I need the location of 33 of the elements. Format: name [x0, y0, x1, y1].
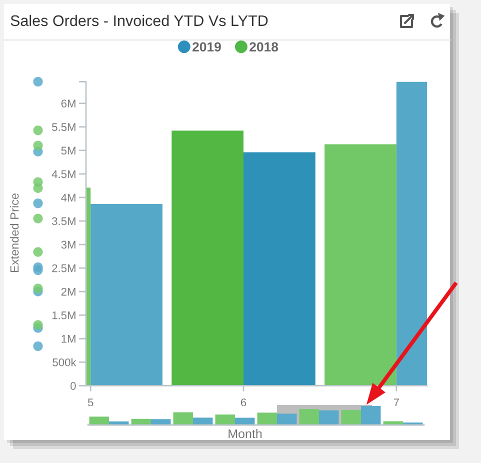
bar: [361, 406, 381, 425]
y-tick-label: 1M: [62, 335, 76, 343]
y-tick-label: 3M: [61, 240, 76, 249]
y-tick-label: 3.5M: [52, 217, 76, 226]
bar: [215, 414, 235, 425]
chart-title: Sales Orders - Invoiced YTD Vs LYTD: [10, 14, 268, 26]
y-axis-title: Extended Price: [10, 193, 19, 272]
y-tick-label: 5.5M: [52, 123, 76, 132]
y-tick-label: 5M: [61, 146, 76, 155]
bar: [151, 419, 171, 425]
bar: [277, 414, 297, 425]
bar: [193, 418, 213, 425]
y-tick-label: 500k: [52, 358, 76, 366]
x-tick-label: 5: [88, 398, 94, 406]
legend-label: 2018: [250, 42, 278, 52]
y-tick-label: 0: [70, 382, 76, 390]
y-tick-label: 1.5M: [52, 311, 76, 320]
y-tick-label: 4M: [61, 194, 76, 202]
x-axis-title: Month: [228, 429, 262, 438]
bar: [319, 410, 339, 425]
bar: [257, 412, 277, 425]
y-tick-label: 2.5M: [52, 264, 76, 272]
bar: [383, 421, 403, 425]
bar: [89, 416, 109, 425]
x-tick-label: 7: [394, 398, 399, 406]
y-tick-label: 2M: [61, 288, 76, 296]
y-tick-label: 4.5M: [52, 170, 76, 178]
y-tick-label: 6M: [61, 100, 76, 108]
bar: [299, 409, 319, 425]
x-tick-label: 6: [240, 398, 246, 406]
bar: [341, 410, 361, 425]
bar: [173, 412, 193, 425]
legend-label: 2019: [192, 42, 221, 52]
